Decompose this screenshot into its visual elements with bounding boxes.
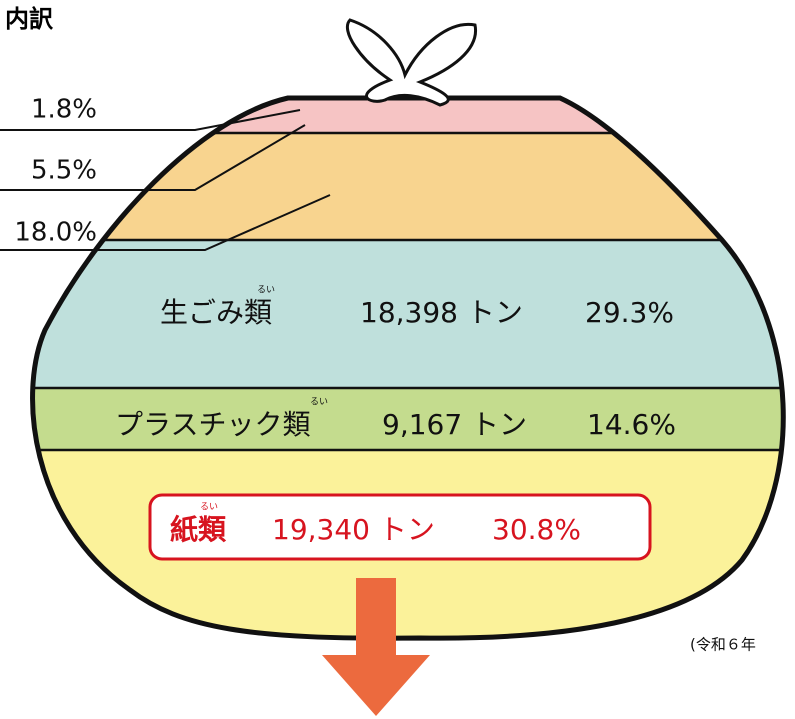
leader-lines: [0, 109, 331, 251]
layer-amount: 18,398 トン: [360, 296, 523, 329]
ruby: るい: [257, 285, 275, 296]
paper-box: [148, 493, 652, 561]
layer-share: 29.3%: [585, 296, 674, 329]
bag-outline: [30, 95, 786, 641]
note: (令和６年: [690, 636, 756, 654]
leader-label: 18.0%: [14, 218, 97, 248]
bag-knot: [345, 18, 477, 107]
layer-name: 生ごみ類: [160, 296, 272, 329]
layer-name: 紙類: [170, 513, 227, 546]
layer-share: 30.8%: [492, 513, 581, 546]
layer-food: [32, 240, 784, 388]
layer-name: プラスチック類: [115, 408, 310, 441]
down-arrow: [322, 578, 430, 716]
bag-layers: [32, 98, 784, 639]
leader-label: 1.8%: [31, 95, 97, 125]
leader-label: 5.5%: [31, 156, 97, 186]
layer-orange: [32, 133, 784, 240]
ruby: るい: [310, 397, 328, 408]
layer-share: 14.6%: [587, 408, 676, 441]
heading: 内訳: [5, 5, 54, 33]
layer-amount: 19,340 トン: [272, 513, 435, 546]
layer-amount: 9,167 トン: [382, 408, 527, 441]
layer-plastic: [32, 388, 784, 450]
ruby: るい: [200, 502, 218, 513]
